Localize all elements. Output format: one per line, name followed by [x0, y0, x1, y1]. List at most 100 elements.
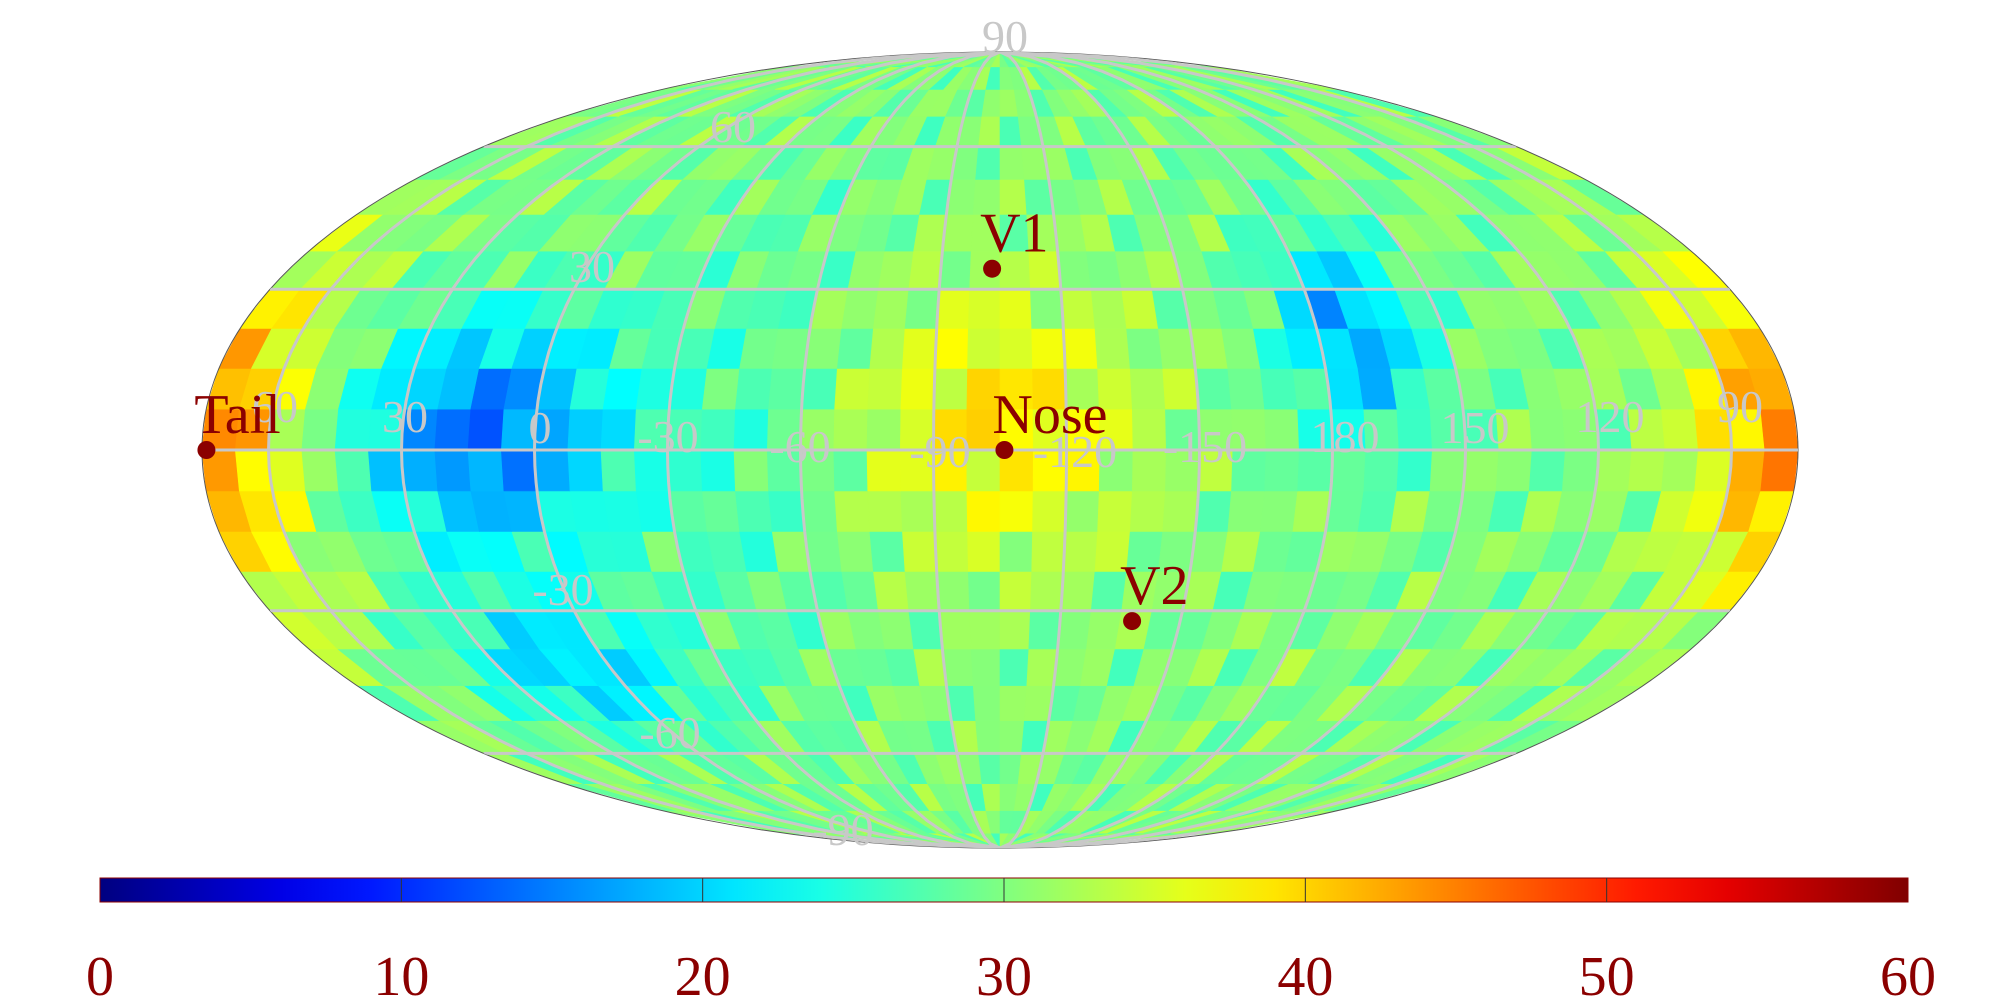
colorbar-tick-label: 0 [86, 946, 114, 1000]
colorbar-tick-label: 60 [1880, 946, 1936, 1000]
map-pixel [1194, 490, 1232, 532]
map-pixel [768, 368, 806, 410]
longitude-label: 0 [529, 402, 552, 453]
map-pixel [873, 288, 910, 329]
map-pixel [877, 250, 914, 290]
map-pixel [866, 408, 902, 451]
map-pixel [1760, 449, 1798, 492]
map-pixel [1594, 449, 1633, 492]
map-pixel [602, 490, 643, 532]
marker-v2: V2 [1120, 555, 1189, 631]
map-pixel [1528, 408, 1566, 451]
marker-label: V2 [1120, 555, 1188, 617]
map-markers: V1 Nose V2 Tail [194, 203, 1189, 631]
map-pixel [999, 753, 1022, 785]
map-pixel [938, 610, 972, 650]
map-pixel [401, 449, 439, 492]
colorbar-tick-label: 30 [976, 946, 1032, 1000]
map-pixel [1260, 368, 1299, 410]
longitude-label: -90 [909, 426, 970, 477]
marker-dot [197, 441, 216, 459]
map-pixel [841, 288, 879, 329]
map-pixel [970, 648, 1001, 686]
colorbar-ticks: 0 10 20 30 40 50 60 [86, 946, 1936, 1000]
map-pixel [567, 408, 604, 451]
map-pixel [1528, 449, 1566, 492]
map-pixel [833, 408, 869, 451]
latitude-label: -30 [532, 564, 593, 615]
longitude-label: 60 [252, 381, 298, 432]
map-pixel [1129, 490, 1166, 532]
map-grid [202, 52, 1798, 848]
map-pixel [1131, 449, 1167, 492]
map-pixel [500, 449, 538, 492]
longitude-label: 180 [1311, 411, 1380, 462]
map-pixel [1090, 288, 1127, 329]
map-pixel [701, 490, 740, 532]
map-pixel [900, 368, 936, 410]
map-pixel [569, 490, 610, 532]
map-pixel [1628, 449, 1666, 492]
marker-nose: Nose [992, 384, 1108, 459]
marker-dot [995, 441, 1014, 459]
map-pixel [733, 449, 769, 492]
map-pixel [600, 449, 637, 492]
map-pixel [739, 531, 779, 572]
longitude-label: -60 [769, 421, 830, 472]
map-pixel [975, 720, 1001, 754]
map-pixel [999, 531, 1033, 572]
latitude-label: -90 [812, 804, 873, 855]
map-pixel [999, 685, 1028, 721]
map-pixel [1129, 368, 1166, 410]
map-pixel [836, 328, 874, 369]
map-pixel [934, 531, 969, 572]
map-pixel [904, 288, 940, 329]
map-pixel [904, 571, 940, 612]
map-pixel [1462, 449, 1500, 492]
map-pixel [975, 146, 1001, 180]
map-pixel [301, 408, 339, 451]
map-pixel [873, 571, 910, 612]
map-pixel [234, 449, 273, 492]
map-pixel [1030, 571, 1064, 612]
map-pixel [834, 368, 871, 410]
map-pixel [967, 288, 1001, 329]
map-pixel [1028, 610, 1062, 650]
map-pixel [1060, 571, 1096, 612]
map-pixel [1264, 449, 1300, 492]
latitude-label: 60 [710, 101, 756, 152]
map-pixel [1661, 408, 1699, 451]
map-pixel [869, 531, 906, 572]
map-pixel [1760, 408, 1798, 451]
map-pixel [834, 490, 871, 532]
marker-label: V1 [980, 203, 1048, 265]
map-pixel [999, 648, 1030, 686]
map-pixel [1031, 531, 1066, 572]
map-pixel [936, 288, 970, 329]
latitude-label: -60 [639, 707, 700, 758]
colorbar-tick-label: 10 [373, 946, 429, 1000]
map-pixel [602, 368, 643, 410]
map-pixel [1057, 250, 1092, 290]
map-pixel [1097, 490, 1133, 532]
map-pixel [978, 753, 1001, 785]
map-pixel [700, 408, 736, 451]
map-pixel [1030, 288, 1064, 329]
map-pixel [1227, 490, 1265, 532]
colorbar: 0 10 20 30 40 50 60 [86, 877, 1936, 1000]
map-pixel [1131, 408, 1167, 451]
map-pixel [1396, 408, 1433, 451]
map-pixel [902, 328, 938, 369]
map-pixel [1429, 449, 1466, 492]
map-pixel [534, 449, 571, 492]
map-pixel [999, 571, 1033, 612]
map-pixel [1260, 490, 1299, 532]
map-pixel [966, 449, 1001, 492]
map-pixel [567, 449, 604, 492]
map-pixel [367, 449, 406, 492]
map-pixel [1227, 368, 1265, 410]
longitude-label: -120 [1033, 426, 1117, 477]
map-pixel [334, 408, 372, 451]
marker-dot [1123, 612, 1142, 631]
